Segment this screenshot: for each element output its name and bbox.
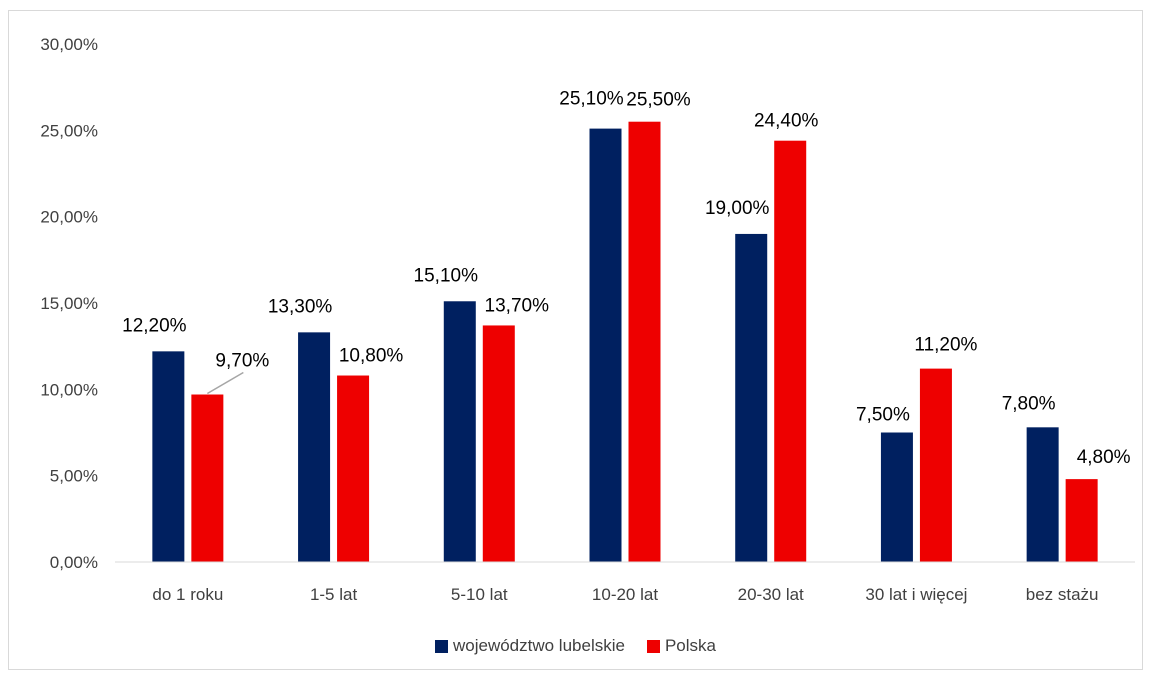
- y-tick-label: 5,00%: [50, 467, 98, 486]
- legend-label: województwo lubelskie: [452, 636, 625, 655]
- legend-swatch: [434, 639, 448, 653]
- bar-polska: [191, 394, 224, 562]
- data-label: 12,20%: [122, 315, 187, 336]
- bar-lubelskie: [152, 351, 185, 562]
- data-label: 15,10%: [414, 265, 479, 286]
- y-tick-label: 20,00%: [40, 208, 98, 227]
- bar-lubelskie: [298, 332, 331, 562]
- data-label: 9,70%: [215, 351, 269, 372]
- data-label: 19,00%: [705, 198, 770, 219]
- bar-polska: [482, 325, 515, 562]
- x-tick-label: 1-5 lat: [310, 585, 358, 604]
- legend: województwo lubelskie Polska: [0, 633, 1151, 659]
- data-label: 25,50%: [626, 90, 691, 111]
- data-label: 7,50%: [856, 405, 910, 426]
- y-axis-ticks: 0,00% 5,00% 10,00% 15,00% 20,00% 25,00% 30,00%: [40, 35, 98, 572]
- y-tick-label: 30,00%: [40, 35, 98, 54]
- x-tick-label: bez stażu: [1026, 585, 1099, 604]
- bar-polska: [337, 375, 370, 562]
- bar-lubelskie: [589, 128, 622, 562]
- bar-lubelskie: [443, 301, 476, 562]
- x-tick-label: do 1 roku: [152, 585, 223, 604]
- bar-lubelskie: [880, 432, 913, 562]
- data-label: 13,70%: [485, 295, 550, 316]
- legend-label: Polska: [664, 636, 716, 655]
- y-tick-label: 10,00%: [40, 380, 98, 399]
- data-label: 24,40%: [754, 111, 819, 132]
- data-label: 7,80%: [1002, 393, 1056, 414]
- bar-polska: [774, 140, 807, 562]
- x-tick-label: 10-20 lat: [592, 585, 658, 604]
- x-tick-label: 5-10 lat: [451, 585, 508, 604]
- y-tick-label: 0,00%: [50, 553, 98, 572]
- data-label: 11,20%: [914, 335, 977, 356]
- bars: [152, 121, 1098, 562]
- x-tick-label: 30 lat i więcej: [865, 585, 967, 604]
- bar-lubelskie: [1026, 427, 1059, 562]
- x-tick-label: 20-30 lat: [738, 585, 804, 604]
- legend-item-series-0: województwo lubelskie: [434, 636, 625, 656]
- legend-item-series-1: Polska: [646, 636, 716, 656]
- bar-lubelskie: [735, 233, 768, 562]
- data-labels: 12,20% 9,70% 13,30% 10,80% 15,10% 13,70% 25,10…: [122, 89, 1131, 469]
- bar-polska: [919, 368, 952, 562]
- data-label: 25,10%: [559, 89, 624, 110]
- x-axis-ticks: do 1 roku 1-5 lat 5-10 lat 10-20 lat 20-30 l…: [152, 585, 1098, 604]
- y-tick-label: 15,00%: [40, 294, 98, 313]
- leader-line: [206, 371, 244, 395]
- data-label: 4,80%: [1077, 447, 1131, 468]
- bar-polska: [628, 121, 661, 562]
- data-label: 13,30%: [268, 296, 333, 317]
- legend-swatch: [646, 639, 660, 653]
- bar-polska: [1065, 479, 1098, 562]
- y-tick-label: 25,00%: [40, 121, 98, 140]
- data-label: 10,80%: [339, 346, 404, 367]
